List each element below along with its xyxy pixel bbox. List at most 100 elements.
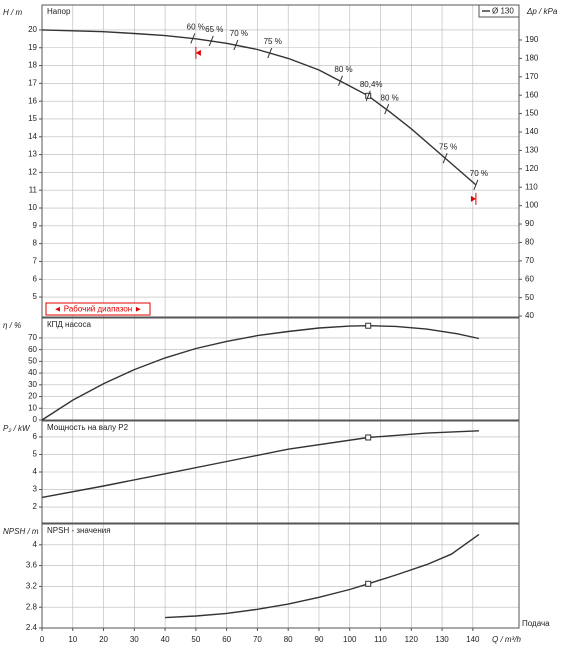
y-tick-label: 14 xyxy=(28,132,37,141)
y2-tick-label: 60 xyxy=(525,274,534,283)
curve xyxy=(41,29,477,186)
efficiency-label: 80 % xyxy=(381,93,399,102)
y-tick-label: 5 xyxy=(33,450,38,459)
efficiency-label: 70 % xyxy=(470,169,488,178)
efficiency-label: 70 % xyxy=(230,29,248,38)
y2-tick-label: 130 xyxy=(525,146,539,155)
plot-area xyxy=(42,524,519,628)
x-tick-label: 70 xyxy=(253,635,262,644)
y2-tick-label: 80 xyxy=(525,238,534,247)
frame xyxy=(41,420,520,524)
y2-tick-label: 40 xyxy=(525,311,534,320)
y2-axis-label: Δp / kPa xyxy=(526,7,558,16)
side-label: Подача xyxy=(522,619,550,628)
legend-label: Ø 130 xyxy=(492,7,514,16)
duty-point xyxy=(365,434,372,441)
efficiency-tick xyxy=(338,75,343,86)
efficiency-tick xyxy=(384,103,390,115)
frame xyxy=(41,523,520,629)
plot-area xyxy=(42,5,519,317)
y-tick-label: 3.2 xyxy=(26,582,38,591)
y-tick-label: 30 xyxy=(28,380,37,389)
y-tick-label: 70 xyxy=(28,333,37,342)
y-tick-label: 13 xyxy=(28,150,37,159)
x-tick-label: 60 xyxy=(222,635,231,644)
y2-tick-label: 90 xyxy=(525,219,534,228)
y-tick-label: 19 xyxy=(28,43,37,52)
y-tick-label: 9 xyxy=(33,221,38,230)
y-tick-label: 5 xyxy=(33,292,38,301)
y-tick-label: 7 xyxy=(33,257,38,266)
efficiency-label: 65 % xyxy=(205,25,223,34)
y-tick-label: 3.6 xyxy=(26,561,38,570)
y-tick-label: 2 xyxy=(33,502,38,511)
y2-tick-label: 150 xyxy=(525,109,539,118)
efficiency-tick xyxy=(233,39,239,51)
y2-tick-label: 110 xyxy=(525,182,538,191)
y-tick-label: 20 xyxy=(28,25,37,34)
efficiency-label: 75 % xyxy=(439,142,457,151)
x-tick-label: 80 xyxy=(284,635,293,644)
x-tick-label: 90 xyxy=(315,635,324,644)
panel-title: Напор xyxy=(47,7,71,16)
efficiency-tick xyxy=(473,179,479,191)
y-tick-label: 2.4 xyxy=(26,623,38,632)
y-tick-label: 10 xyxy=(28,203,37,212)
y-tick-label: 20 xyxy=(28,392,37,401)
y-tick-label: 4 xyxy=(33,540,38,549)
y-axis-label: η / % xyxy=(3,321,21,330)
x-tick-label: 110 xyxy=(374,635,387,644)
y-tick-label: 10 xyxy=(28,403,37,412)
y-tick-label: 40 xyxy=(28,368,37,377)
x-tick-label: 130 xyxy=(435,635,449,644)
y2-tick-label: 180 xyxy=(525,53,539,62)
x-tick-label: 50 xyxy=(191,635,200,644)
efficiency-tick xyxy=(267,47,273,59)
y-tick-label: 4 xyxy=(33,467,38,476)
x-tick-label: 100 xyxy=(343,635,357,644)
range-arrow xyxy=(470,195,476,202)
y2-tick-label: 70 xyxy=(525,256,534,265)
x-tick-label: 30 xyxy=(130,635,139,644)
efficiency-label: 80,4% xyxy=(360,80,383,89)
range-label: ◄ Рабочий диапазон ► xyxy=(54,305,143,314)
duty-point xyxy=(365,322,372,329)
y-tick-label: 17 xyxy=(28,78,37,87)
plot-area xyxy=(42,318,519,420)
duty-point xyxy=(365,580,372,587)
y2-tick-label: 190 xyxy=(525,35,539,44)
efficiency-label: 75 % xyxy=(264,37,282,46)
y-tick-label: 6 xyxy=(33,432,38,441)
efficiency-tick xyxy=(365,90,371,102)
y-tick-label: 18 xyxy=(28,61,37,70)
y-tick-label: 0 xyxy=(33,415,38,424)
efficiency-tick xyxy=(190,33,196,44)
panel-title: КПД насоса xyxy=(47,320,91,329)
range-arrow xyxy=(195,49,201,56)
curve xyxy=(41,430,480,499)
x-tick-label: 120 xyxy=(405,635,419,644)
y-axis-label: H / m xyxy=(3,8,22,17)
efficiency-tick xyxy=(208,35,214,47)
y2-tick-label: 170 xyxy=(525,72,539,81)
y2-tick-label: 160 xyxy=(525,90,539,99)
efficiency-tick xyxy=(442,152,448,164)
frame xyxy=(41,4,520,318)
curve xyxy=(41,324,480,421)
range-label-box xyxy=(45,302,151,316)
efficiency-label: 80 % xyxy=(334,65,352,74)
y-tick-label: 50 xyxy=(28,356,37,365)
y2-tick-label: 140 xyxy=(525,127,539,136)
y-tick-label: 60 xyxy=(28,345,37,354)
y2-tick-label: 50 xyxy=(525,293,534,302)
y-axis-label: NPSH / m xyxy=(3,527,39,536)
legend-box xyxy=(478,4,520,18)
curve xyxy=(165,533,480,619)
y2-tick-label: 100 xyxy=(525,201,539,210)
x-tick-label: 0 xyxy=(40,635,45,644)
panel-title: Мощность на валу P2 xyxy=(47,423,129,432)
y-tick-label: 12 xyxy=(28,168,37,177)
y-axis-label: P₂ / kW xyxy=(3,424,31,433)
y-tick-label: 2.8 xyxy=(26,602,38,611)
